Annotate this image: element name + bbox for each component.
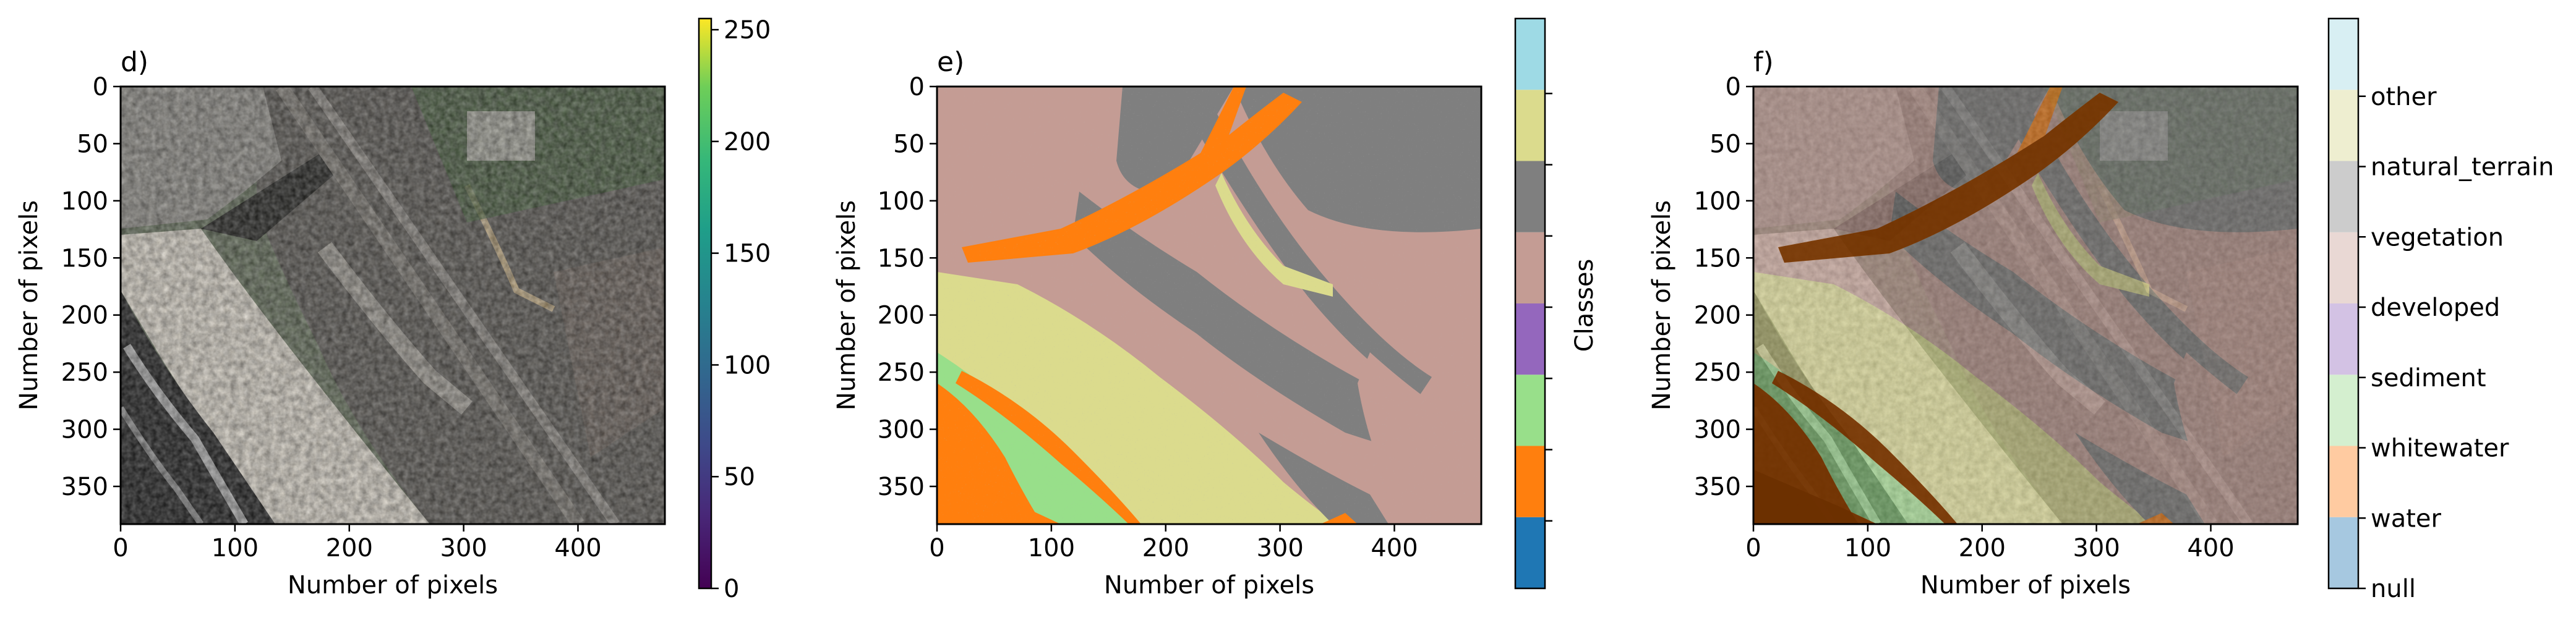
y-tick-label: 200 [878, 302, 925, 330]
x-tick-label: 300 [440, 534, 487, 562]
panel-e-image [937, 87, 1481, 524]
class-label: natural_terrain [2371, 153, 2554, 182]
y-tick-label: 350 [1694, 473, 1741, 501]
y-tick-label: 350 [878, 473, 925, 501]
x-tick-label: 100 [212, 534, 259, 562]
class-swatch [2329, 303, 2358, 375]
class-label: whitewater [2371, 434, 2509, 463]
class-swatch [2329, 517, 2358, 588]
class-swatch [1515, 517, 1545, 588]
panel-d-x-ticks: 0 100 200 300 400 [113, 524, 602, 562]
panel-f-image [1753, 87, 2298, 524]
y-tick-label: 50 [893, 130, 925, 158]
colorbar-tick-label: 200 [724, 128, 771, 156]
panel-d-image [121, 87, 665, 524]
colorbar-tick-label: 50 [724, 463, 755, 491]
x-tick-label: 100 [1028, 534, 1075, 562]
class-swatch [1515, 161, 1545, 232]
y-tick-label: 350 [61, 473, 108, 501]
x-tick-label: 300 [2073, 534, 2120, 562]
class-label: null [2371, 575, 2416, 603]
y-tick-label: 200 [1694, 302, 1741, 330]
class-swatch [2329, 90, 2358, 161]
panel-e-frame [936, 85, 1483, 525]
y-tick-label: 0 [1726, 73, 1741, 101]
class-label: developed [2371, 294, 2500, 322]
y-tick-label: 150 [1694, 244, 1741, 273]
class-swatch [1515, 19, 1545, 90]
class-swatch [1515, 90, 1545, 161]
panel-f: f) 0 100 200 300 400 0 50 100 150 200 250 300 350 N… [1648, 17, 2554, 603]
panel-e-colorbar [1514, 17, 1552, 590]
x-tick-label: 300 [1256, 534, 1303, 562]
panel-f-frame [1752, 85, 2299, 525]
y-tick-label: 250 [878, 358, 925, 387]
y-tick-label: 100 [878, 187, 925, 216]
panel-e: e) 0 100 200 300 400 0 50 100 150 200 250 300 350 N… [832, 17, 1599, 600]
panel-f-x-ticks: 0 100 200 300 400 [1745, 524, 2235, 562]
x-tick-label: 400 [1371, 534, 1418, 562]
panel-e-xlabel: Number of pixels [1104, 571, 1314, 600]
colorbar-tick-label: 100 [724, 351, 771, 379]
panel-e-colorbar-label: Classes [1570, 259, 1599, 352]
y-tick-label: 300 [1694, 416, 1741, 444]
panel-e-y-ticks: 0 50 100 150 200 250 300 350 [878, 73, 937, 501]
panel-d-ylabel: Number of pixels [15, 200, 43, 410]
class-swatch [2329, 375, 2358, 446]
colorbar-tick-label: 250 [724, 16, 771, 44]
x-tick-label: 0 [113, 534, 128, 562]
y-tick-label: 0 [93, 73, 108, 101]
panel-e-x-ticks: 0 100 200 300 400 [929, 524, 1418, 562]
panel-e-ylabel: Number of pixels [832, 200, 861, 410]
panel-d-colorbar [699, 19, 711, 588]
colorbar-tick-label: 0 [724, 575, 739, 603]
y-tick-label: 100 [1694, 187, 1741, 216]
panel-f-xlabel: Number of pixels [1920, 571, 2131, 600]
y-tick-label: 150 [878, 244, 925, 273]
y-tick-label: 300 [61, 416, 108, 444]
x-tick-label: 200 [1959, 534, 2006, 562]
class-swatch [2329, 19, 2358, 90]
panel-f-colorbar: null water whitewater sediment developed vege… [2327, 17, 2554, 603]
colorbar-tick-label: 150 [724, 240, 771, 268]
class-label: sediment [2371, 364, 2486, 392]
panel-d: d) 0 100 200 300 400 0 50 100 150 200 250 300 350 N… [15, 16, 771, 603]
y-tick-label: 250 [61, 358, 108, 387]
y-tick-label: 150 [61, 244, 108, 273]
y-tick-label: 300 [878, 416, 925, 444]
class-swatch [1515, 375, 1545, 446]
panel-d-xlabel: Number of pixels [288, 571, 498, 600]
y-tick-label: 50 [1709, 130, 1741, 158]
class-swatch [1515, 446, 1545, 517]
y-tick-label: 0 [909, 73, 925, 101]
class-swatch [1515, 303, 1545, 375]
x-tick-label: 0 [929, 534, 944, 562]
panel-f-label: f) [1753, 46, 1774, 78]
x-tick-label: 400 [554, 534, 601, 562]
y-tick-label: 50 [77, 130, 108, 158]
x-tick-label: 400 [2187, 534, 2234, 562]
panel-f-ylabel: Number of pixels [1648, 200, 1676, 410]
panel-d-y-ticks: 0 50 100 150 200 250 300 350 [61, 73, 121, 501]
x-tick-label: 100 [1844, 534, 1891, 562]
class-label: other [2371, 83, 2437, 111]
x-tick-label: 200 [1142, 534, 1189, 562]
y-tick-label: 100 [61, 187, 108, 216]
class-swatch [2329, 161, 2358, 232]
y-tick-label: 200 [61, 302, 108, 330]
class-swatch [2329, 446, 2358, 517]
panel-e-label: e) [937, 46, 964, 78]
class-swatch [2329, 232, 2358, 303]
panel-f-y-ticks: 0 50 100 150 200 250 300 350 [1694, 73, 1753, 501]
panel-d-frame [119, 85, 666, 525]
x-tick-label: 200 [326, 534, 373, 562]
panel-d-colorbar-ticks: 0 50 100 150 200 250 [711, 16, 771, 603]
y-tick-label: 250 [1694, 358, 1741, 387]
x-tick-label: 0 [1745, 534, 1761, 562]
panel-d-label: d) [121, 46, 148, 78]
class-swatch [1515, 232, 1545, 303]
class-label: vegetation [2371, 223, 2504, 252]
class-label: water [2371, 504, 2442, 533]
